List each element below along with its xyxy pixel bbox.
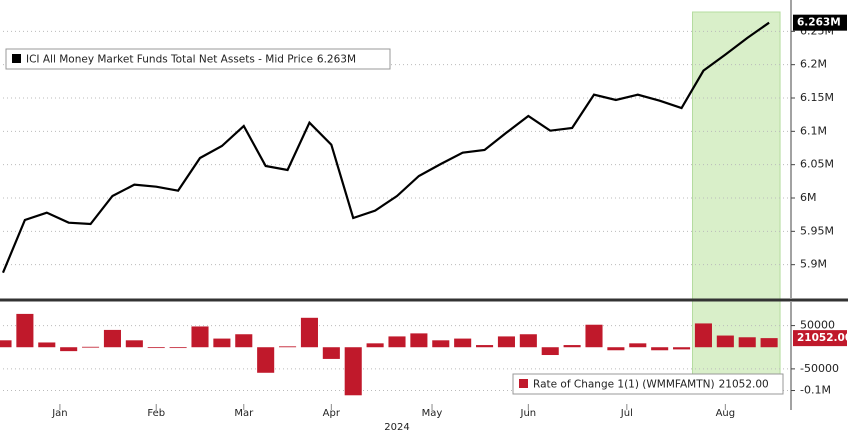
x-tick-label: Jul bbox=[620, 408, 633, 419]
bar bbox=[432, 340, 450, 348]
bar bbox=[541, 347, 559, 356]
bar bbox=[38, 342, 56, 348]
legend-value: 21052.00 bbox=[719, 379, 769, 391]
bar bbox=[563, 345, 581, 348]
bar bbox=[738, 337, 756, 348]
legend-text: ICI All Money Market Funds Total Net Ass… bbox=[26, 54, 356, 66]
last-value-tag bbox=[793, 14, 847, 31]
y-tick-label: 5.95M bbox=[800, 224, 834, 237]
bar bbox=[454, 338, 472, 348]
bar bbox=[497, 336, 515, 348]
bar bbox=[0, 340, 12, 348]
legend: ICI All Money Market Funds Total Net Ass… bbox=[5, 48, 391, 70]
year-label: 2024 bbox=[384, 422, 409, 432]
bar bbox=[344, 347, 362, 396]
last-value-label: 21052.00 bbox=[797, 332, 848, 344]
legend: Rate of Change 1(1) (WMMFAMTN) 21052.00 bbox=[512, 373, 784, 395]
x-tick-label: Aug bbox=[716, 408, 736, 419]
bar bbox=[651, 347, 669, 351]
legend-swatch bbox=[12, 54, 21, 63]
bar bbox=[147, 347, 165, 349]
y-tick-label: 50000 bbox=[800, 319, 835, 332]
bar bbox=[585, 324, 603, 348]
bar bbox=[519, 334, 537, 348]
x-tick-label: Jun bbox=[520, 408, 537, 419]
bar bbox=[629, 343, 647, 348]
last-value-tag bbox=[793, 330, 847, 347]
bar bbox=[300, 317, 318, 348]
legend-label: ICI All Money Market Funds Total Net Ass… bbox=[26, 54, 313, 66]
y-tick-label: 6M bbox=[800, 191, 817, 204]
bar bbox=[760, 338, 778, 348]
y-tick-label: 6.2M bbox=[800, 58, 827, 71]
bar bbox=[82, 346, 100, 348]
bar bbox=[213, 338, 231, 348]
bar bbox=[60, 347, 78, 352]
last-value-label: 6.263M bbox=[797, 17, 841, 29]
bar bbox=[607, 347, 625, 351]
y-tick-label: 6.1M bbox=[800, 124, 827, 137]
x-tick-label: Apr bbox=[323, 408, 341, 419]
bar bbox=[673, 347, 691, 350]
bar bbox=[257, 347, 275, 373]
legend-box bbox=[5, 48, 391, 70]
bar bbox=[410, 333, 428, 348]
y-tick-label: 6.15M bbox=[800, 91, 834, 104]
x-tick-label: Mar bbox=[234, 408, 254, 419]
y-tick-label: -50000 bbox=[800, 362, 839, 375]
bar bbox=[388, 336, 406, 348]
legend-text: Rate of Change 1(1) (WMMFAMTN) 21052.00 bbox=[533, 379, 769, 391]
bar bbox=[279, 346, 297, 348]
y-tick-label: 6.05M bbox=[800, 158, 834, 171]
bar bbox=[694, 323, 712, 348]
bar bbox=[16, 313, 34, 348]
legend-value: 6.263M bbox=[317, 54, 356, 66]
bar bbox=[322, 347, 340, 359]
x-tick-label: Feb bbox=[147, 408, 165, 419]
bar bbox=[366, 343, 384, 348]
legend-box bbox=[512, 373, 784, 395]
bar bbox=[235, 334, 253, 348]
bar bbox=[716, 335, 734, 348]
bar bbox=[125, 340, 143, 348]
bar bbox=[476, 345, 494, 348]
legend-swatch bbox=[519, 379, 528, 388]
x-tick-label: Jan bbox=[51, 408, 67, 419]
line bbox=[1, 21, 770, 274]
x-tick-label: May bbox=[422, 408, 443, 419]
y-tick-label: 5.9M bbox=[800, 258, 827, 271]
bar bbox=[169, 347, 187, 349]
y-tick-label: -0.1M bbox=[800, 384, 831, 397]
bar bbox=[103, 329, 121, 348]
legend-label: Rate of Change 1(1) (WMMFAMTN) bbox=[533, 379, 715, 391]
bar bbox=[191, 326, 209, 348]
